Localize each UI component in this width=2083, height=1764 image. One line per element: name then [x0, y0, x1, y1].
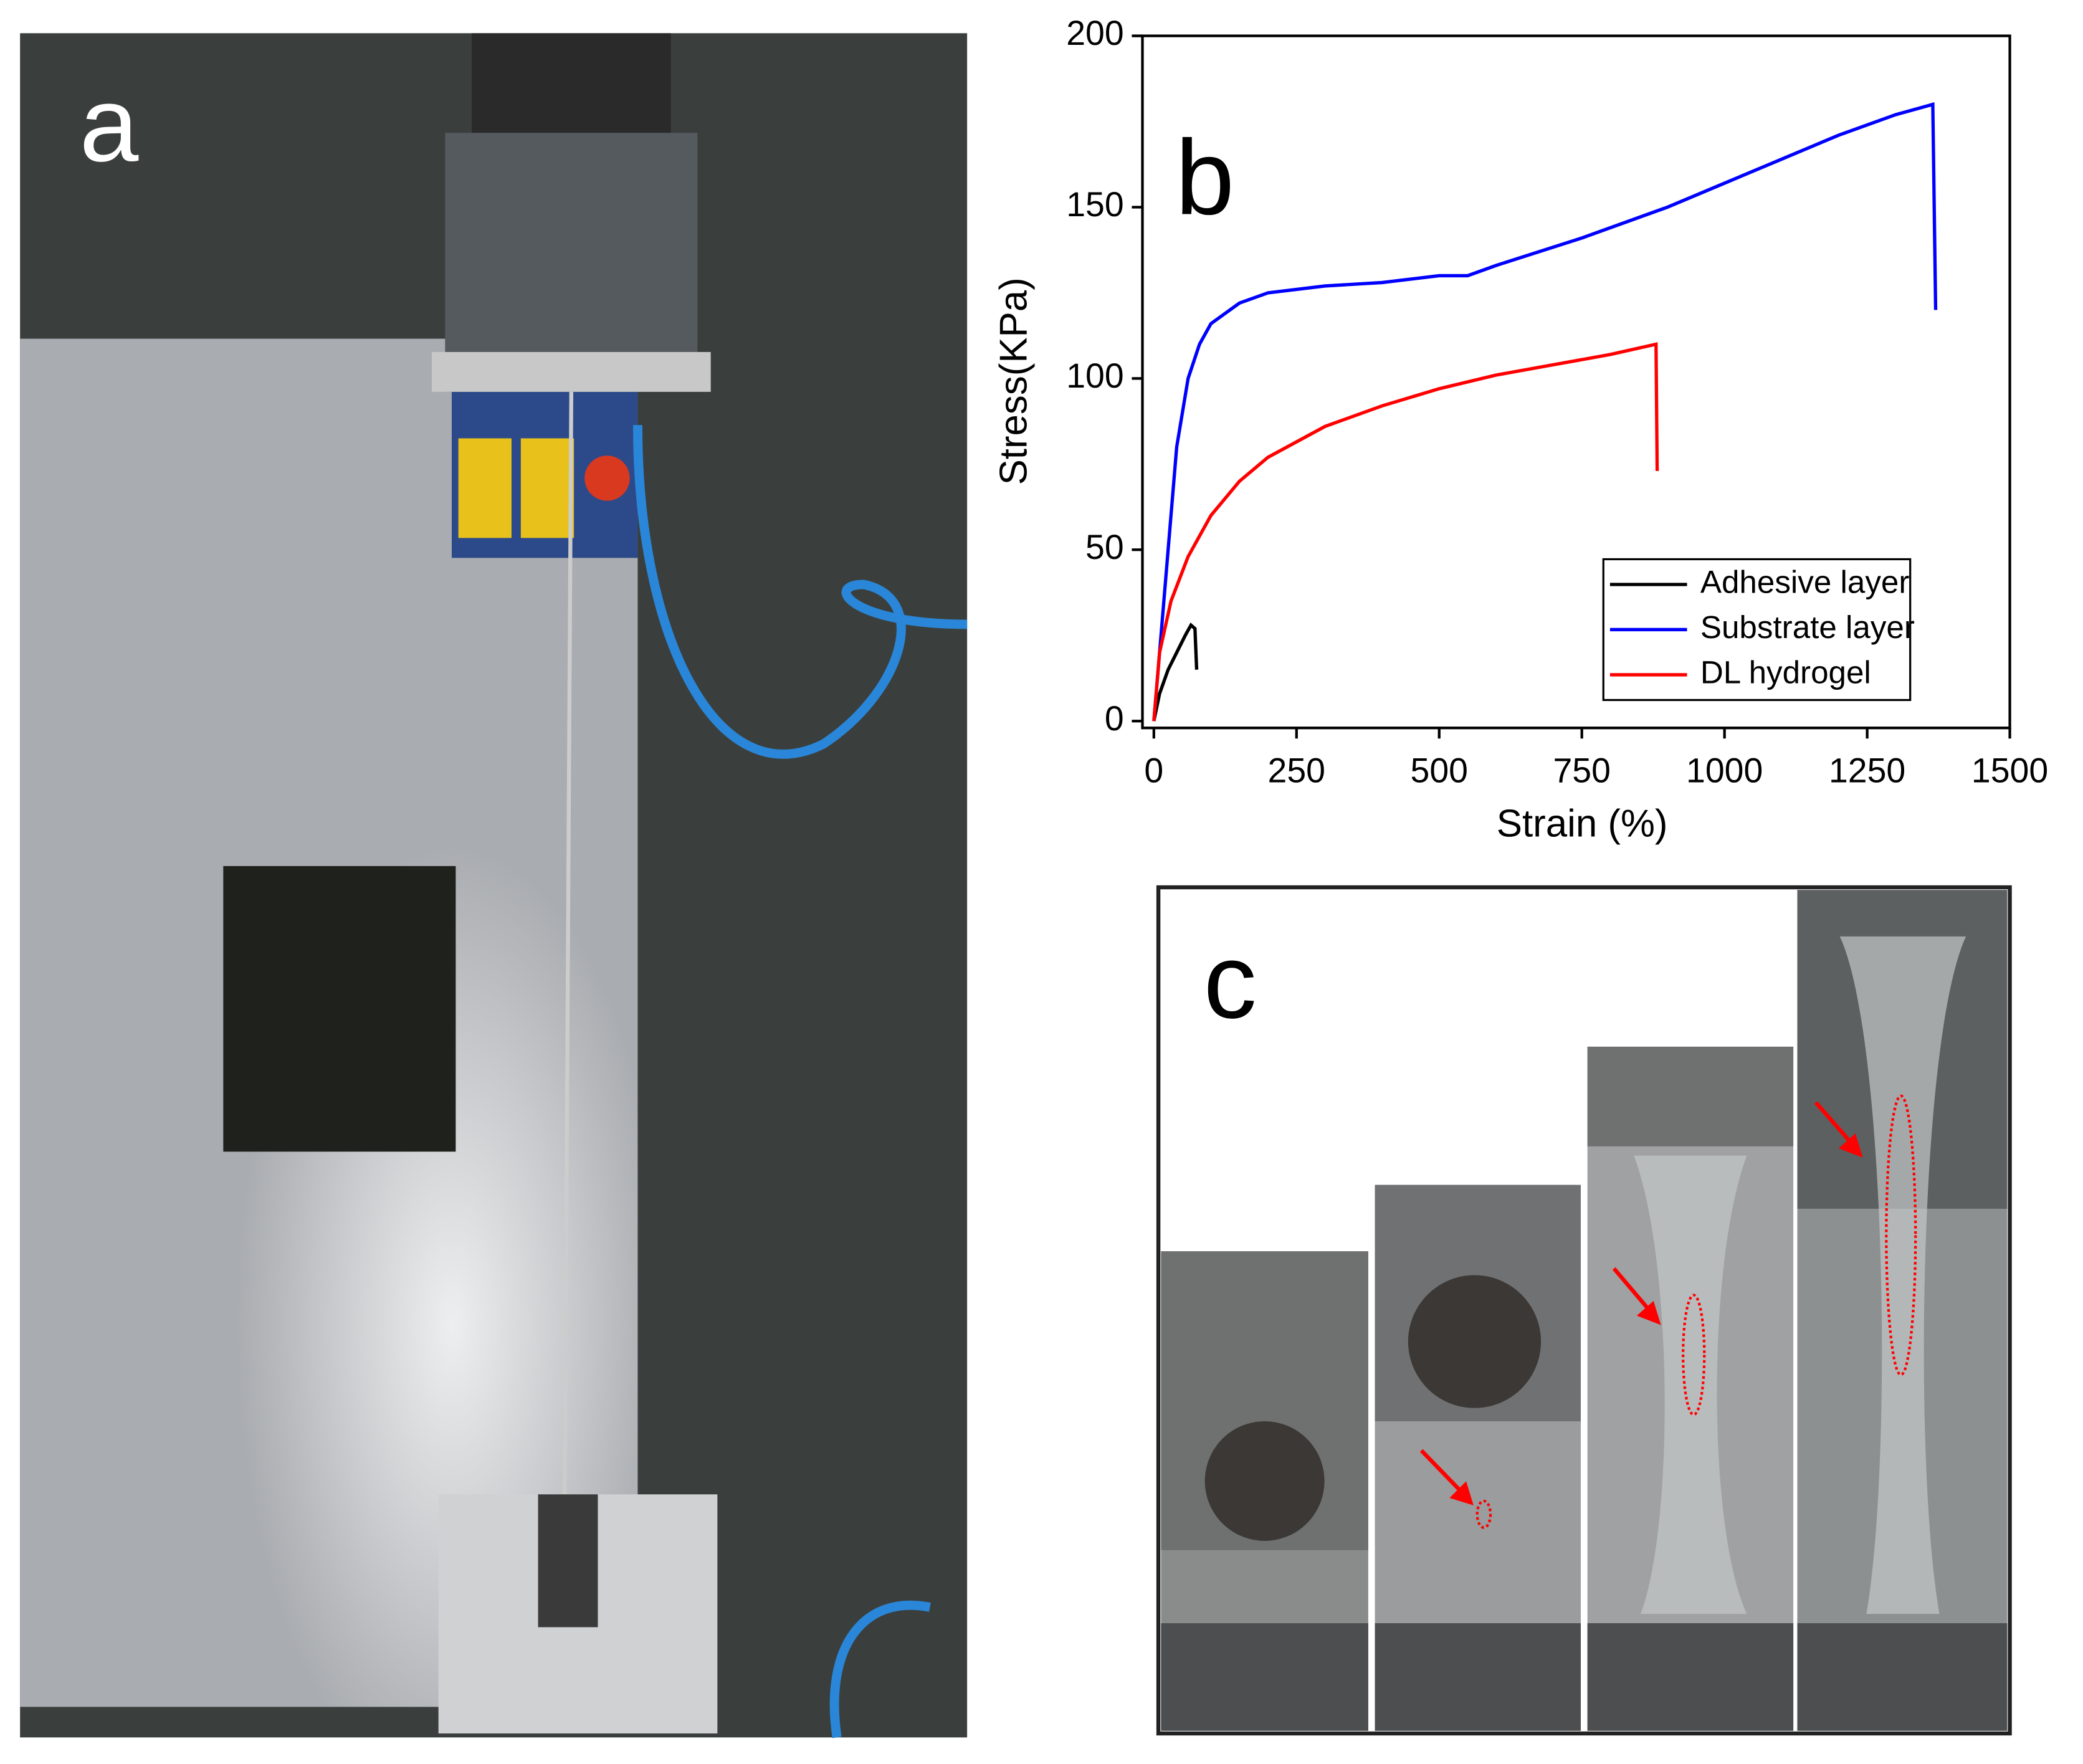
x-tick-label: 750 [1553, 751, 1610, 789]
photo-a [20, 33, 968, 1738]
photo-c [1156, 885, 2012, 1736]
x-tick-label: 250 [1268, 751, 1325, 789]
y-axis-label: Stress(KPa) [992, 277, 1035, 485]
legend-text: DL hydrogel [1700, 654, 1871, 690]
x-tick-label: 1500 [1971, 751, 2048, 789]
y-tick-label: 0 [1105, 699, 1124, 738]
panel-label-a: a [80, 65, 139, 184]
legend-text: Adhesive layer [1700, 564, 1910, 599]
legend-text: Substrate layer [1700, 609, 1915, 645]
y-tick-label: 150 [1066, 185, 1123, 224]
panel-label-b: b [1175, 118, 1234, 237]
panel-label-c: c [1204, 922, 1257, 1041]
y-tick-label: 50 [1085, 528, 1124, 566]
data-line [1152, 342, 1659, 722]
plot-frame [1141, 34, 2011, 730]
data-line [1152, 622, 1199, 722]
x-tick-label: 0 [1144, 751, 1163, 789]
x-tick-label: 500 [1411, 751, 1468, 789]
x-tick-label: 1250 [1829, 751, 1905, 789]
x-tick-label: 1000 [1686, 751, 1763, 789]
y-tick-label: 100 [1066, 356, 1123, 395]
data-line [1152, 102, 1938, 722]
x-axis-label: Strain (%) [1497, 802, 1668, 845]
y-tick-label: 200 [1066, 14, 1123, 52]
